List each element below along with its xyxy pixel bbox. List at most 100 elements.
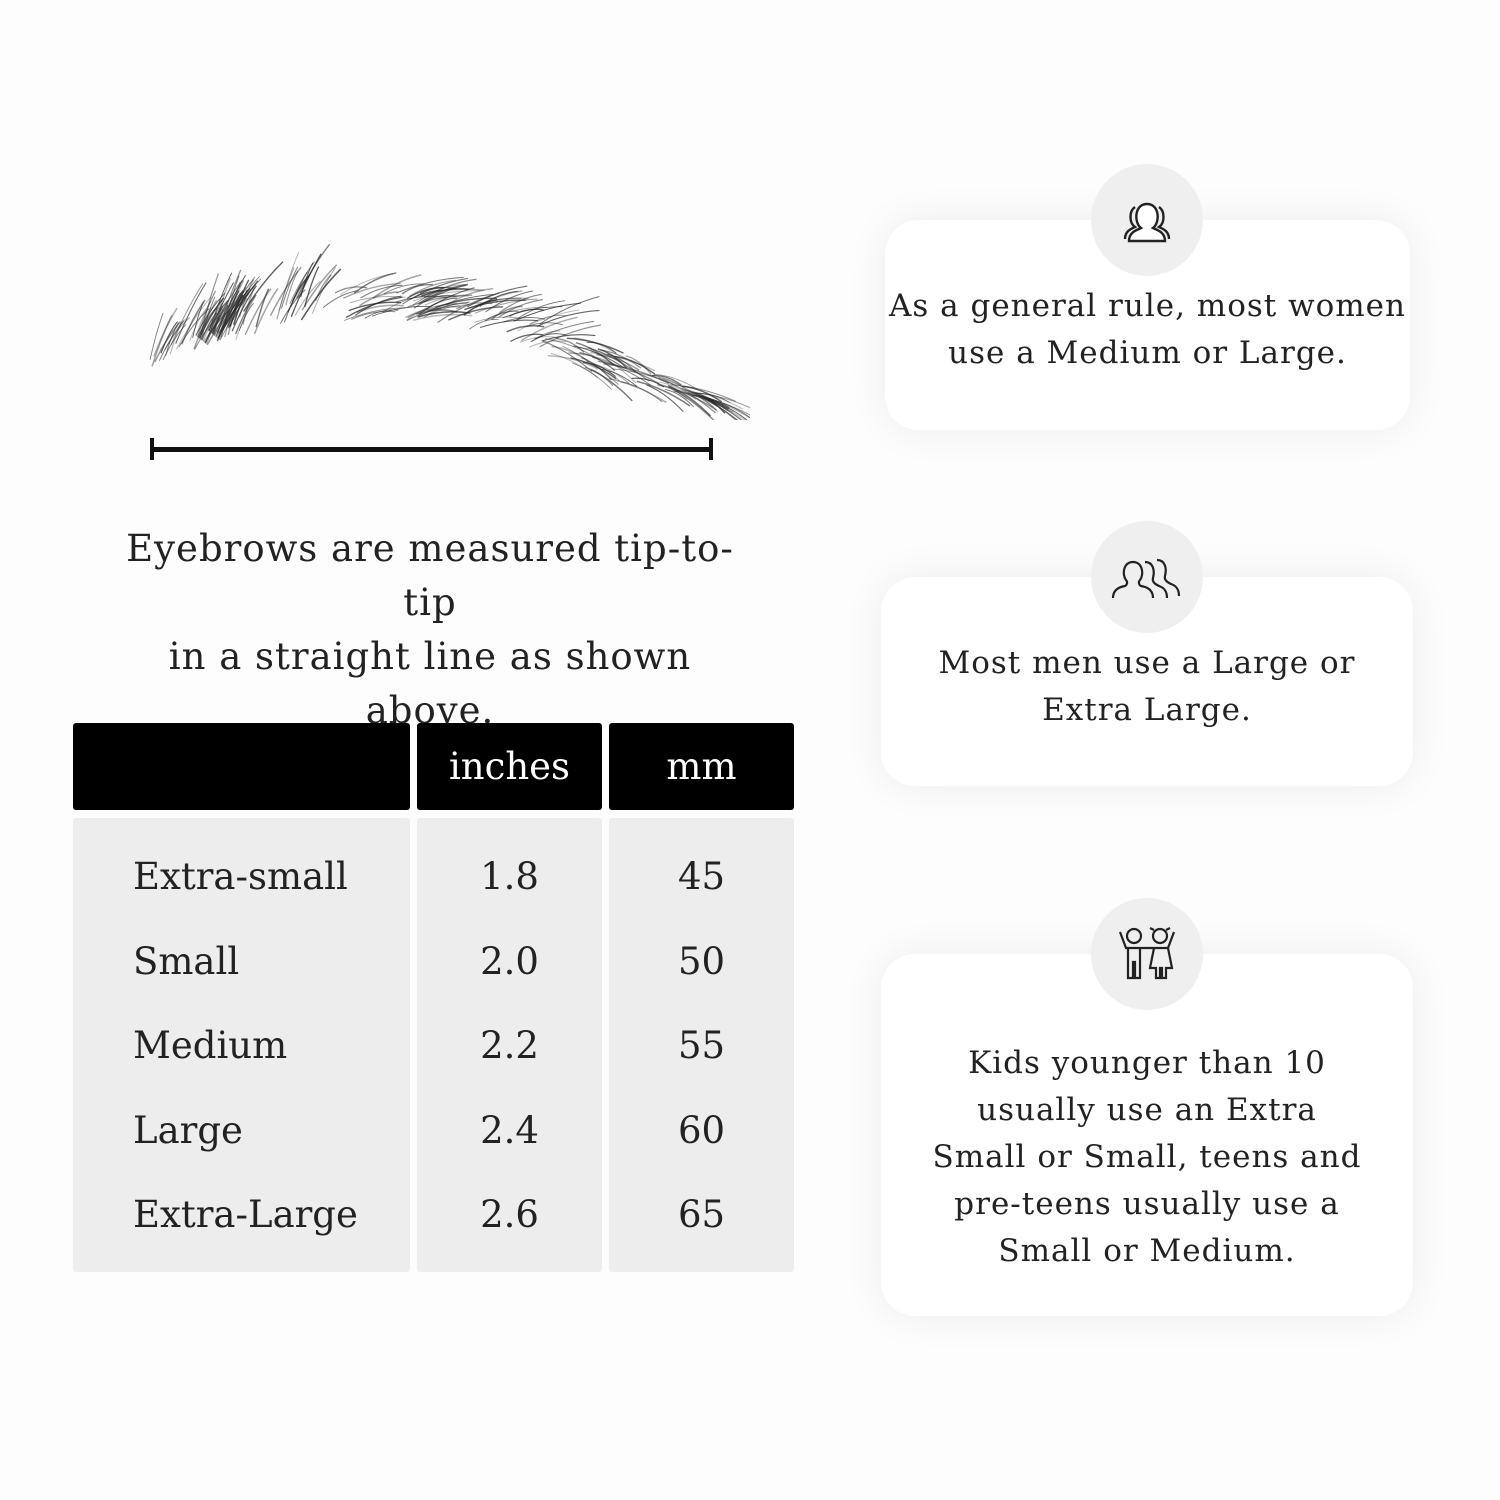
inches-value: 2.2 — [480, 1024, 539, 1067]
eyebrow-hair — [360, 284, 403, 299]
eyebrow-hair — [614, 355, 656, 375]
size-label: Medium — [133, 1024, 288, 1067]
eyebrow-hair — [407, 294, 473, 308]
eyebrow-hair — [342, 282, 401, 299]
eyebrow-hair — [667, 384, 712, 417]
measurement-line — [150, 438, 713, 460]
eyebrow-hair — [664, 388, 695, 408]
eyebrow-hair — [405, 302, 458, 319]
eyebrow-hair — [612, 368, 678, 387]
eyebrow-hair — [255, 288, 270, 328]
eyebrow-hair — [528, 314, 567, 325]
eyebrow-hair — [151, 314, 173, 367]
eyebrow-hair — [417, 288, 485, 296]
eyebrow-hair — [423, 294, 456, 303]
kids-card: Kids younger than 10 usually use an Extr… — [881, 954, 1413, 1316]
eyebrow-hair — [356, 304, 404, 314]
eyebrow-hair — [491, 305, 523, 320]
eyebrow-hair — [448, 306, 503, 321]
eyebrow-hair — [651, 374, 682, 386]
size-label: Extra-Large — [133, 1193, 358, 1236]
eyebrow-hair — [662, 377, 714, 408]
eyebrow-hair — [477, 297, 529, 306]
eyebrow-hair — [300, 268, 342, 321]
eyebrow-hair — [498, 298, 543, 318]
eyebrow-hair — [513, 302, 582, 322]
eyebrow-hair — [301, 264, 338, 311]
eyebrow-hair — [195, 292, 226, 336]
eyebrow-hair — [658, 376, 716, 414]
eyebrow-hair — [692, 391, 743, 410]
eyebrow-hair — [269, 266, 302, 317]
inches-value: 2.4 — [480, 1108, 539, 1152]
eyebrow-hair — [401, 283, 433, 295]
eyebrow-hair — [159, 318, 187, 352]
eyebrow-hair — [485, 290, 534, 313]
eyebrow-hair — [550, 352, 599, 379]
size-label: Small — [133, 939, 240, 983]
eyebrow-hair — [200, 296, 216, 340]
eyebrow-hair — [206, 290, 245, 346]
eyebrow-hair — [423, 304, 470, 318]
eyebrow-hair — [193, 300, 218, 350]
eyebrow-hair — [280, 266, 299, 309]
eyebrow-hair — [668, 386, 715, 420]
eyebrow-hair — [562, 345, 619, 386]
eyebrow-hair — [573, 345, 625, 369]
eyebrow-hair — [670, 384, 736, 402]
eyebrow-hair — [276, 267, 295, 320]
eyebrow-hair — [530, 320, 595, 343]
eyebrow-hair — [383, 283, 424, 295]
women-group-icon — [1091, 164, 1203, 276]
eyebrow-hair — [231, 285, 257, 332]
inches-value: 1.8 — [480, 855, 539, 898]
eyebrow-hair — [242, 287, 256, 325]
eyebrow-hair — [371, 305, 431, 317]
eyebrow-hair — [484, 310, 519, 322]
eyebrow-hair — [625, 355, 652, 375]
eyebrow-hair — [423, 278, 477, 299]
eyebrow-hair — [592, 356, 652, 386]
eyebrow-hair — [583, 362, 616, 377]
eyebrow-hair — [437, 292, 500, 324]
eyebrow-hair — [418, 283, 469, 305]
eyebrow-hair — [520, 316, 578, 342]
eyebrow-hair — [424, 295, 469, 306]
eyebrow-hair — [189, 308, 207, 341]
measurement-caption: Eyebrows are measured tip-to-tip in a st… — [126, 527, 734, 732]
mm-value: 50 — [677, 939, 726, 983]
eyebrow-hair — [285, 270, 299, 306]
eyebrow-hair — [170, 283, 204, 346]
eyebrow-hair — [359, 291, 398, 307]
eyebrow-hair — [192, 302, 204, 339]
header-inches: inches — [417, 723, 602, 810]
header-mm: mm — [609, 723, 794, 810]
eyebrow-hair — [213, 305, 224, 336]
eyebrow-hair — [506, 324, 545, 333]
eyebrow-hair — [646, 384, 684, 412]
eyebrow-hair — [198, 297, 225, 339]
inches-value: 2.6 — [480, 1193, 539, 1236]
eyebrow-hair — [164, 317, 191, 351]
eyebrow-hair — [590, 369, 633, 402]
eyebrow-hair — [243, 261, 284, 312]
eyebrow-hair — [427, 293, 494, 312]
eyebrow-hair — [372, 274, 422, 299]
eyebrow-hair — [570, 357, 617, 380]
eyebrow-hair — [517, 300, 566, 319]
eyebrow-hair — [555, 337, 585, 353]
eyebrow-hair — [197, 290, 217, 338]
eyebrow-hair — [545, 338, 601, 361]
eyebrow-hair — [551, 345, 590, 363]
eyebrow-hair — [474, 316, 522, 323]
header-size — [73, 723, 410, 810]
eyebrow-hair — [464, 299, 527, 311]
eyebrow-hair — [588, 346, 650, 382]
eyebrow-hair — [211, 304, 229, 334]
mm-value: 45 — [677, 855, 726, 898]
eyebrow-hair — [176, 296, 212, 350]
eyebrow-hair — [279, 289, 306, 324]
eyebrow-hair — [344, 307, 406, 321]
eyebrow-hair — [479, 290, 518, 307]
eyebrow-hair — [600, 349, 642, 369]
